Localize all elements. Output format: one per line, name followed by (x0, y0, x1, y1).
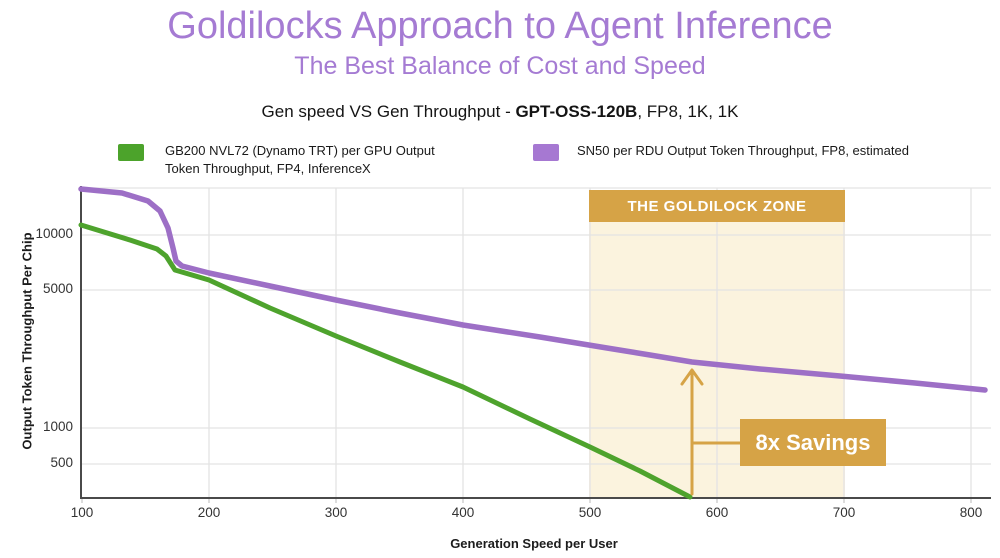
legend-item-sn50: SN50 per RDU Output Token Throughput, FP… (533, 142, 977, 161)
gb200-legend-label: GB200 NVL72 (Dynamo TRT) per GPU Output … (165, 143, 435, 176)
x-tick-label-800: 800 (959, 505, 983, 520)
chart-title: Gen speed VS Gen Throughput - GPT-OSS-12… (0, 102, 1000, 122)
x-tick-label-500: 500 (578, 505, 602, 520)
page-subtitle: The Best Balance of Cost and Speed (294, 52, 706, 80)
gb200-color-swatch (118, 144, 144, 161)
x-tick-label-700: 700 (832, 505, 856, 520)
x-axis-title: Generation Speed per User (450, 536, 618, 551)
x-tick-label-100: 100 (70, 505, 94, 520)
gb200-line (78, 222, 693, 500)
x-tick-label-200: 200 (197, 505, 221, 520)
x-tick-label-600: 600 (705, 505, 729, 520)
y-tick-label-10000: 10000 (35, 226, 73, 241)
chart-title-model: GPT-OSS-120B (515, 102, 638, 121)
legend-item-gb200: GB200 NVL72 (Dynamo TRT) per GPU Output … (118, 142, 450, 178)
savings-arrowhead (680, 368, 704, 386)
chart-title-prefix: Gen speed VS Gen Throughput - (261, 102, 516, 121)
goldilock-zone-banner: THE GOLDILOCK ZONE (589, 190, 845, 222)
chart-title-suffix: , FP8, 1K, 1K (637, 102, 739, 121)
page-title: Goldilocks Approach to Agent Inference (167, 5, 833, 47)
x-tick-label-300: 300 (324, 505, 348, 520)
savings-badge: 8x Savings (740, 419, 886, 466)
sn50-color-swatch (533, 144, 559, 161)
y-tick-label-1000: 1000 (42, 419, 73, 434)
y-tick-label-5000: 5000 (42, 281, 73, 296)
y-axis-title: Output Token Throughput Per Chip (19, 232, 35, 450)
x-tick-label-400: 400 (451, 505, 475, 520)
savings-arrow (680, 368, 742, 496)
y-tick-label-500: 500 (50, 455, 73, 470)
x-axis-tick-marks (81, 498, 972, 503)
sn50-legend-label: SN50 per RDU Output Token Throughput, FP… (577, 143, 909, 158)
sn50-line (78, 186, 988, 393)
